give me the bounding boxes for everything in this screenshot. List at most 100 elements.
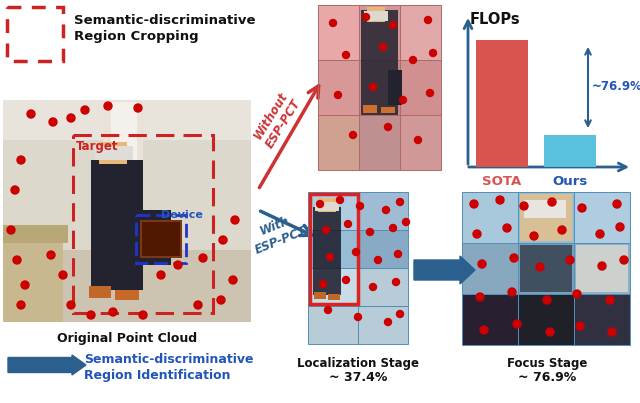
Bar bbox=[574, 192, 630, 243]
Circle shape bbox=[104, 102, 112, 110]
Bar bbox=[139, 210, 171, 265]
Circle shape bbox=[356, 202, 364, 210]
Circle shape bbox=[503, 224, 511, 232]
Circle shape bbox=[470, 200, 478, 208]
Bar bbox=[3, 230, 63, 322]
Bar bbox=[3, 100, 251, 322]
Circle shape bbox=[87, 311, 95, 319]
Circle shape bbox=[573, 290, 581, 298]
Bar bbox=[308, 192, 358, 230]
Circle shape bbox=[369, 283, 376, 291]
Bar bbox=[103, 100, 143, 200]
Bar bbox=[358, 192, 408, 230]
Circle shape bbox=[520, 202, 528, 210]
Circle shape bbox=[324, 307, 332, 314]
Circle shape bbox=[576, 322, 584, 330]
Circle shape bbox=[496, 196, 504, 204]
Bar bbox=[359, 60, 400, 115]
Bar bbox=[308, 306, 358, 344]
Bar bbox=[381, 107, 395, 113]
Text: ~ 37.4%: ~ 37.4% bbox=[329, 371, 387, 384]
Circle shape bbox=[546, 328, 554, 336]
Circle shape bbox=[342, 276, 349, 283]
Bar bbox=[462, 192, 518, 243]
Circle shape bbox=[566, 256, 574, 264]
Circle shape bbox=[616, 223, 624, 231]
Circle shape bbox=[217, 296, 225, 304]
Circle shape bbox=[394, 251, 401, 258]
Circle shape bbox=[323, 226, 330, 233]
Circle shape bbox=[415, 137, 422, 143]
Circle shape bbox=[59, 271, 67, 279]
Bar bbox=[520, 194, 572, 241]
Circle shape bbox=[353, 249, 360, 256]
FancyArrow shape bbox=[414, 256, 475, 284]
Bar bbox=[400, 60, 441, 115]
Circle shape bbox=[219, 236, 227, 244]
Text: SOTA: SOTA bbox=[483, 175, 522, 188]
Circle shape bbox=[139, 311, 147, 319]
Bar bbox=[318, 198, 336, 212]
Circle shape bbox=[81, 106, 89, 114]
Circle shape bbox=[536, 263, 544, 271]
Circle shape bbox=[608, 328, 616, 336]
Bar bbox=[359, 115, 400, 170]
Circle shape bbox=[157, 271, 165, 279]
Circle shape bbox=[367, 229, 374, 235]
Bar bbox=[518, 192, 574, 243]
Circle shape bbox=[317, 201, 323, 208]
Circle shape bbox=[578, 204, 586, 212]
Circle shape bbox=[403, 218, 410, 226]
Bar bbox=[358, 306, 408, 344]
Text: ~ 76.9%: ~ 76.9% bbox=[518, 371, 576, 384]
Circle shape bbox=[355, 314, 362, 320]
Circle shape bbox=[362, 13, 369, 21]
Bar bbox=[358, 192, 408, 230]
Bar bbox=[310, 194, 358, 304]
Circle shape bbox=[385, 318, 392, 326]
Bar bbox=[462, 243, 518, 294]
Circle shape bbox=[606, 296, 614, 304]
Bar bbox=[544, 135, 596, 167]
Bar bbox=[518, 243, 574, 294]
Circle shape bbox=[49, 118, 57, 126]
Text: Target: Target bbox=[76, 140, 118, 153]
Bar bbox=[73, 135, 213, 313]
Circle shape bbox=[424, 17, 431, 23]
Bar bbox=[308, 268, 358, 306]
Circle shape bbox=[335, 91, 342, 98]
Bar bbox=[400, 115, 441, 170]
Circle shape bbox=[513, 320, 521, 328]
Circle shape bbox=[476, 293, 484, 301]
Circle shape bbox=[478, 260, 486, 268]
Bar bbox=[136, 215, 186, 263]
Bar bbox=[308, 230, 358, 268]
Circle shape bbox=[429, 50, 436, 56]
Bar bbox=[361, 10, 398, 115]
Circle shape bbox=[397, 310, 403, 318]
Bar bbox=[358, 230, 408, 268]
Text: Without
ESP-PCT: Without ESP-PCT bbox=[250, 89, 303, 151]
Bar bbox=[358, 306, 408, 344]
Circle shape bbox=[17, 156, 25, 164]
Circle shape bbox=[397, 199, 403, 206]
Circle shape bbox=[13, 256, 21, 264]
Bar bbox=[314, 292, 326, 299]
Bar bbox=[520, 245, 572, 292]
Circle shape bbox=[194, 301, 202, 309]
Bar bbox=[7, 7, 63, 61]
Bar bbox=[462, 294, 518, 345]
Bar bbox=[115, 290, 139, 300]
Bar bbox=[318, 60, 359, 115]
Bar bbox=[3, 250, 251, 322]
Bar bbox=[358, 268, 408, 306]
Text: Ours: Ours bbox=[552, 175, 588, 188]
Text: Region Cropping: Region Cropping bbox=[74, 30, 198, 43]
Text: Semantic-discriminative: Semantic-discriminative bbox=[74, 14, 255, 27]
Circle shape bbox=[7, 226, 15, 234]
Circle shape bbox=[67, 301, 75, 309]
Circle shape bbox=[392, 278, 399, 285]
Circle shape bbox=[426, 89, 433, 96]
Circle shape bbox=[369, 83, 376, 91]
Bar bbox=[318, 5, 359, 60]
